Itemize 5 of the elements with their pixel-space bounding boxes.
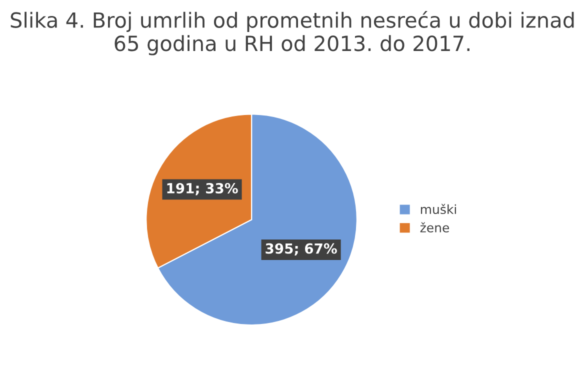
legend-label: žene xyxy=(420,222,450,232)
legend-label: muški xyxy=(420,204,456,214)
data-label: 191; 33% xyxy=(167,182,238,196)
chart-title: Slika 4. Broj umrlih od prometnih nesreća u dobi iznad 65 godina u RH od 2013. do 2017. xyxy=(10,10,574,56)
data-label: 395; 67% xyxy=(266,243,337,256)
